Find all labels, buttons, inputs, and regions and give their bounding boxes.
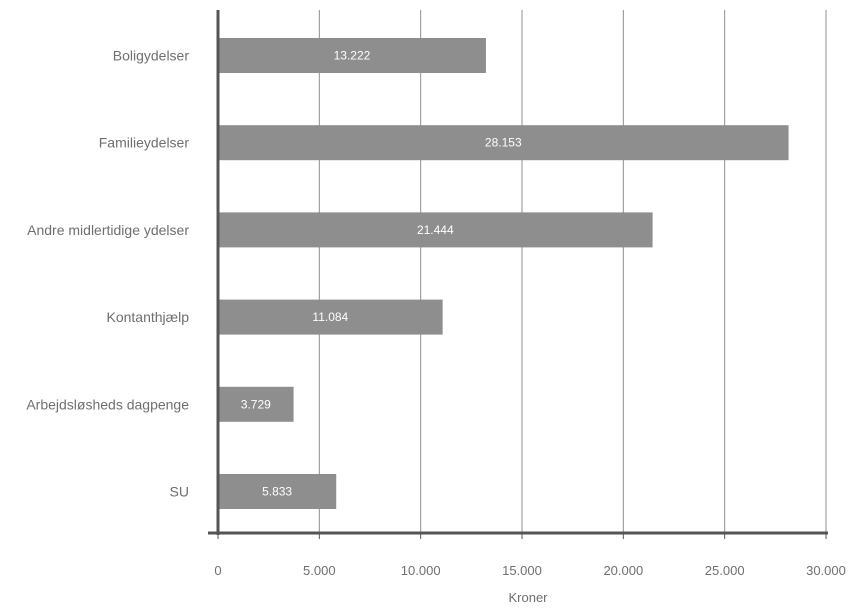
- x-tick-label: 25.000: [705, 563, 745, 578]
- bar-value-label: 13.222: [334, 49, 371, 63]
- bar-value-label: 21.444: [417, 223, 454, 237]
- category-label: Andre midlertidige ydelser: [27, 222, 189, 238]
- x-tick-label: 30.000: [806, 563, 846, 578]
- x-tick-labels: 0 5.000 10.000 15.000 20.000 25.000 30.000: [214, 533, 846, 578]
- category-label: Familieydelser: [99, 135, 190, 151]
- category-labels: Boligydelser Familieydelser Andre midlerti…: [26, 48, 189, 500]
- bars: 13.222 28.153 21.444 11.084 3.729 5.833: [218, 38, 789, 509]
- x-axis-title: Kroner: [508, 590, 548, 605]
- x-tick-label: 0: [214, 563, 221, 578]
- x-tick-label: 15.000: [502, 563, 542, 578]
- bar-value-label: 5.833: [262, 485, 292, 499]
- x-tick-label: 20.000: [603, 563, 643, 578]
- category-label: Boligydelser: [113, 48, 190, 64]
- bar-value-label: 28.153: [485, 136, 522, 150]
- x-tick-label: 5.000: [303, 563, 336, 578]
- category-label: Arbejdsløsheds dagpenge: [26, 396, 189, 412]
- category-label: Kontanthjælp: [106, 309, 189, 325]
- x-tick-label: 10.000: [401, 563, 441, 578]
- category-label: SU: [170, 484, 189, 500]
- bar-value-label: 11.084: [312, 310, 348, 324]
- grid-lines: [319, 10, 826, 533]
- bar-value-label: 3.729: [241, 397, 271, 411]
